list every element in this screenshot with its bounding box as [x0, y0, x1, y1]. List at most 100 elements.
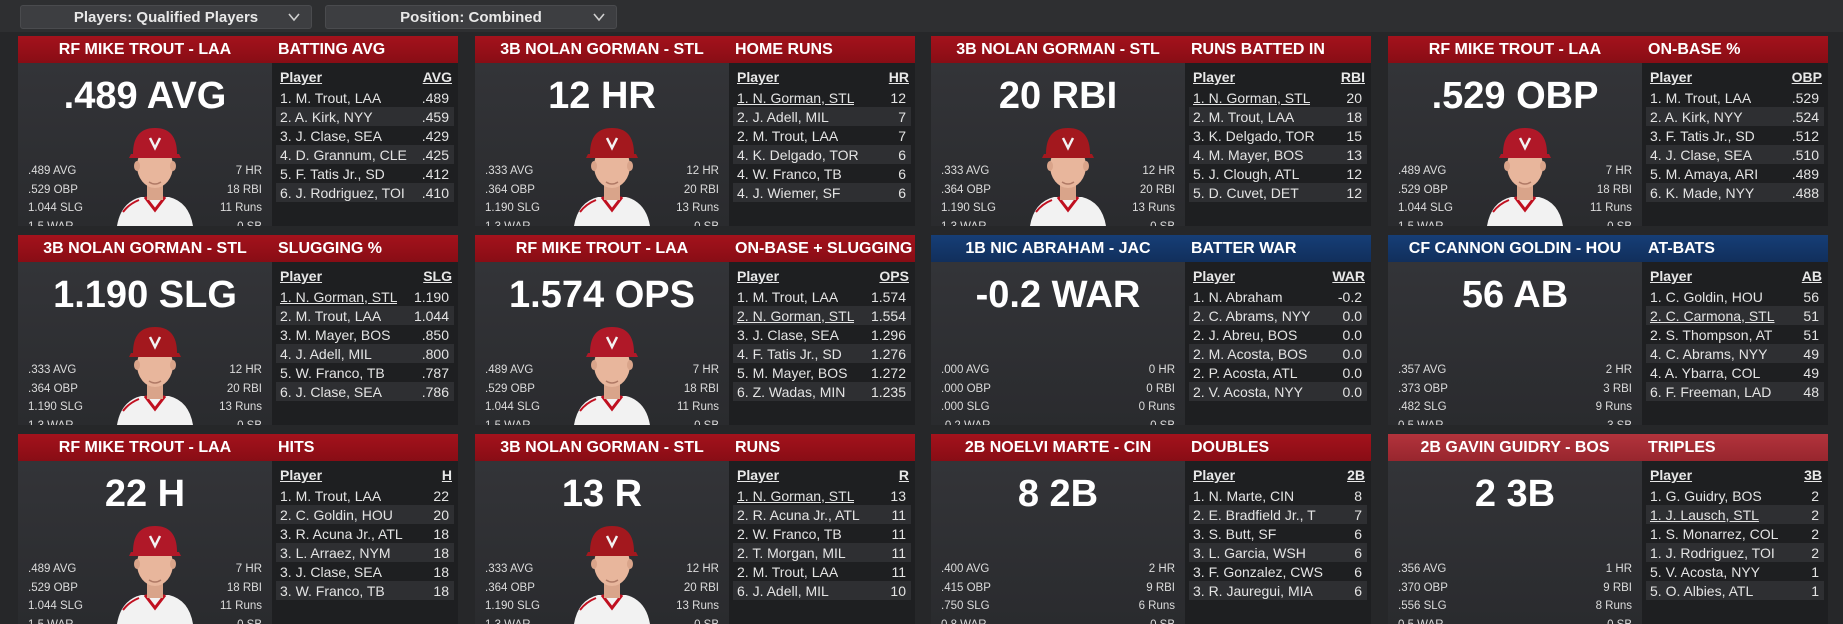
leader-row[interactable]: 6. Z. Wadas, MIN 1.235	[733, 382, 911, 401]
leader-row[interactable]: 1. S. Monarrez, COL 2	[1646, 524, 1824, 543]
leader-row[interactable]: 2. M. Trout, LAA 7	[733, 126, 911, 145]
card-player-name[interactable]: 3B NOLAN GORMAN - STL	[500, 438, 704, 456]
position-filter-dropdown[interactable]: Position: Combined	[325, 5, 617, 29]
card-player-name[interactable]: 3B NOLAN GORMAN - STL	[43, 239, 247, 257]
leader-row[interactable]: 1. M. Trout, LAA .489	[276, 88, 454, 107]
leader-row[interactable]: 4. F. Tatis Jr., SD 1.276	[733, 344, 911, 363]
leader-name[interactable]: 4. K. Delgado, TOR	[737, 146, 859, 163]
leader-row[interactable]: 1. N. Abraham -0.2	[1189, 287, 1367, 306]
leader-name[interactable]: 1. N. Gorman, STL	[1193, 89, 1311, 106]
leader-row[interactable]: 5. D. Cuvet, DET 12	[1189, 183, 1367, 202]
leader-row[interactable]: 3. M. Mayer, BOS .850	[276, 325, 454, 344]
leader-row[interactable]: 3. W. Franco, TB 18	[276, 581, 454, 600]
leader-name[interactable]: 2. J. Adell, MIL	[737, 108, 829, 125]
leader-name[interactable]: 4. F. Tatis Jr., SD	[737, 345, 842, 362]
leader-row[interactable]: 2. C. Carmona, STL 51	[1646, 306, 1824, 325]
leader-row[interactable]: 6. J. Clase, SEA .786	[276, 382, 454, 401]
leader-name[interactable]: 4. J. Clase, SEA	[1650, 146, 1752, 163]
card-player-name[interactable]: RF MIKE TROUT - LAA	[58, 40, 232, 58]
leader-name[interactable]: 2. S. Thompson, AT	[1650, 326, 1773, 343]
leader-name[interactable]: 2. P. Acosta, ATL	[1193, 364, 1298, 381]
leader-name[interactable]: 1. N. Gorman, STL	[737, 487, 855, 504]
leader-name[interactable]: 4. C. Abrams, NYY	[1650, 345, 1768, 362]
leader-row[interactable]: 6. K. Made, NYY .488	[1646, 183, 1824, 202]
leader-row[interactable]: 5. M. Amaya, ARI .489	[1646, 164, 1824, 183]
leader-row[interactable]: 3. J. Clase, SEA 18	[276, 562, 454, 581]
leader-row[interactable]: 6. J. Rodriguez, TOI .410	[276, 183, 454, 202]
leader-row[interactable]: 3. R. Jauregui, MIA 6	[1189, 581, 1367, 600]
leader-name[interactable]: 6. J. Clase, SEA	[280, 383, 382, 400]
leader-name[interactable]: 3. L. Arraez, NYM	[280, 544, 391, 561]
leader-name[interactable]: 4. A. Ybarra, COL	[1650, 364, 1761, 381]
leader-name[interactable]: 2. W. Franco, TB	[737, 525, 842, 542]
leader-name[interactable]: 2. C. Carmona, STL	[1650, 307, 1775, 324]
leader-row[interactable]: 6. J. Adell, MIL 10	[733, 581, 911, 600]
leader-name[interactable]: 1. N. Abraham	[1193, 288, 1283, 305]
leader-row[interactable]: 2. J. Adell, MIL 7	[733, 107, 911, 126]
leader-row[interactable]: 2. C. Goldin, HOU 20	[276, 505, 454, 524]
card-player-name[interactable]: 2B GAVIN GUIDRY - BOS	[1420, 438, 1610, 456]
leader-name[interactable]: 1. M. Trout, LAA	[280, 89, 382, 106]
leader-row[interactable]: 1. M. Trout, LAA 1.574	[733, 287, 911, 306]
leader-row[interactable]: 2. C. Abrams, NYY 0.0	[1189, 306, 1367, 325]
leader-row[interactable]: 4. D. Grannum, CLE .425	[276, 145, 454, 164]
leader-row[interactable]: 2. M. Trout, LAA 1.044	[276, 306, 454, 325]
leader-name[interactable]: 4. D. Grannum, CLE	[280, 146, 407, 163]
leader-name[interactable]: 3. J. Clase, SEA	[280, 127, 382, 144]
leader-row[interactable]: 1. M. Trout, LAA 22	[276, 486, 454, 505]
leader-row[interactable]: 1. J. Rodriguez, TOI 2	[1646, 543, 1824, 562]
leader-name[interactable]: 2. A. Kirk, NYY	[280, 108, 373, 125]
leader-name[interactable]: 3. K. Delgado, TOR	[1193, 127, 1315, 144]
leader-row[interactable]: 4. W. Franco, TB 6	[733, 164, 911, 183]
leader-name[interactable]: 3. W. Franco, TB	[280, 582, 385, 599]
leader-row[interactable]: 1. J. Lausch, STL 2	[1646, 505, 1824, 524]
leader-name[interactable]: 5. M. Amaya, ARI	[1650, 165, 1759, 182]
leader-row[interactable]: 4. J. Adell, MIL .800	[276, 344, 454, 363]
leader-row[interactable]: 3. L. Garcia, WSH 6	[1189, 543, 1367, 562]
leader-row[interactable]: 1. C. Goldin, HOU 56	[1646, 287, 1824, 306]
leader-name[interactable]: 1. M. Trout, LAA	[737, 288, 839, 305]
leader-name[interactable]: 3. R. Acuna Jr., ATL	[280, 525, 403, 542]
leader-row[interactable]: 2. W. Franco, TB 11	[733, 524, 911, 543]
leader-name[interactable]: 5. O. Albies, ATL	[1650, 582, 1754, 599]
leader-name[interactable]: 1. C. Goldin, HOU	[1650, 288, 1763, 305]
leader-row[interactable]: 1. G. Guidry, BOS 2	[1646, 486, 1824, 505]
players-filter-dropdown[interactable]: Players: Qualified Players	[20, 5, 312, 29]
leader-name[interactable]: 2. V. Acosta, NYY	[1193, 383, 1303, 400]
leader-name[interactable]: 2. M. Trout, LAA	[1193, 108, 1295, 125]
leader-row[interactable]: 2. J. Abreu, BOS 0.0	[1189, 325, 1367, 344]
leader-name[interactable]: 4. M. Mayer, BOS	[1193, 146, 1304, 163]
leader-name[interactable]: 1. M. Trout, LAA	[1650, 89, 1752, 106]
leader-name[interactable]: 2. C. Abrams, NYY	[1193, 307, 1311, 324]
leader-row[interactable]: 1. M. Trout, LAA .529	[1646, 88, 1824, 107]
leader-name[interactable]: 3. F. Gonzalez, CWS	[1193, 563, 1323, 580]
leader-row[interactable]: 6. F. Freeman, LAD 48	[1646, 382, 1824, 401]
leader-name[interactable]: 5. W. Franco, TB	[280, 364, 385, 381]
leader-name[interactable]: 1. N. Gorman, STL	[280, 288, 398, 305]
leader-row[interactable]: 5. W. Franco, TB .787	[276, 363, 454, 382]
leader-name[interactable]: 3. R. Jauregui, MIA	[1193, 582, 1313, 599]
leader-name[interactable]: 2. M. Trout, LAA	[737, 563, 839, 580]
leader-name[interactable]: 5. M. Mayer, BOS	[737, 364, 848, 381]
leader-name[interactable]: 1. G. Guidry, BOS	[1650, 487, 1762, 504]
leader-row[interactable]: 2. M. Trout, LAA 18	[1189, 107, 1367, 126]
leader-name[interactable]: 2. N. Gorman, STL	[737, 307, 855, 324]
leader-row[interactable]: 2. A. Kirk, NYY .459	[276, 107, 454, 126]
leader-name[interactable]: 3. S. Butt, SF	[1193, 525, 1277, 542]
leader-name[interactable]: 4. J. Wiemer, SF	[737, 184, 841, 201]
leader-row[interactable]: 2. T. Morgan, MIL 11	[733, 543, 911, 562]
leader-name[interactable]: 2. M. Acosta, BOS	[1193, 345, 1308, 362]
leader-name[interactable]: 2. R. Acuna Jr., ATL	[737, 506, 860, 523]
leader-name[interactable]: 6. K. Made, NYY	[1650, 184, 1755, 201]
leader-name[interactable]: 6. J. Adell, MIL	[737, 582, 829, 599]
leader-name[interactable]: 1. J. Lausch, STL	[1650, 506, 1759, 523]
leader-name[interactable]: 5. D. Cuvet, DET	[1193, 184, 1299, 201]
leader-name[interactable]: 1. J. Rodriguez, TOI	[1650, 544, 1775, 561]
leader-name[interactable]: 4. W. Franco, TB	[737, 165, 842, 182]
leader-name[interactable]: 6. F. Freeman, LAD	[1650, 383, 1772, 400]
leader-name[interactable]: 1. S. Monarrez, COL	[1650, 525, 1779, 542]
card-player-name[interactable]: RF MIKE TROUT - LAA	[58, 438, 232, 456]
leader-name[interactable]: 3. M. Mayer, BOS	[280, 326, 391, 343]
leader-row[interactable]: 3. F. Tatis Jr., SD .512	[1646, 126, 1824, 145]
leader-row[interactable]: 1. N. Gorman, STL 12	[733, 88, 911, 107]
